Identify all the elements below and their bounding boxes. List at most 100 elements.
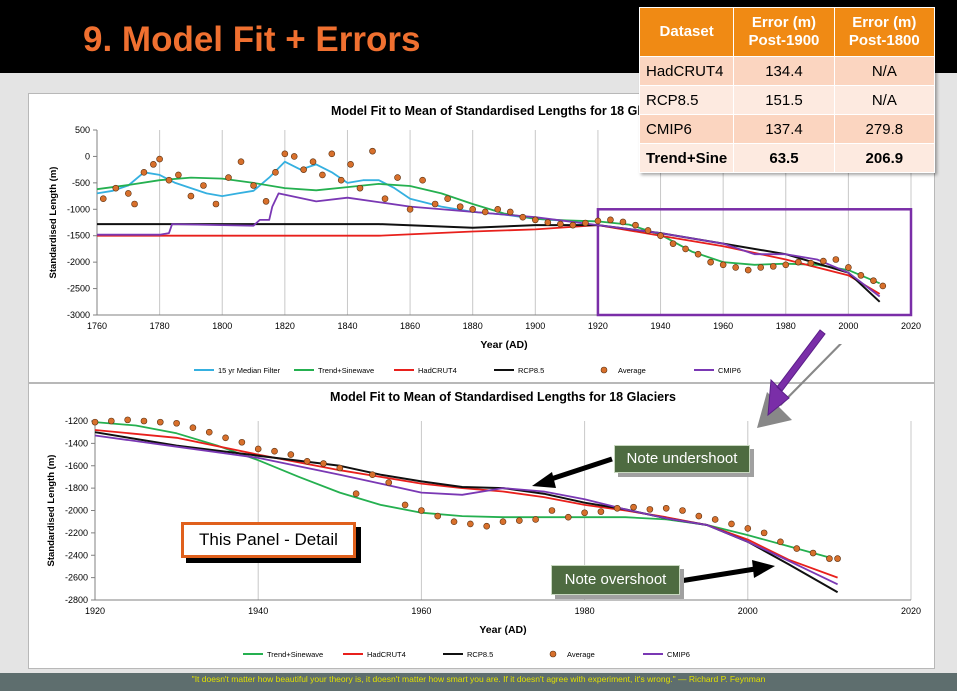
chart1-point-average (857, 272, 865, 279)
chart2-point-average (222, 434, 229, 442)
chart1-legend-marker (600, 366, 608, 374)
detail-panel-label: This Panel - Detail (181, 522, 356, 558)
chart2-point-average (532, 516, 539, 523)
chart1-point-average (394, 174, 401, 181)
chart1-point-average (381, 195, 389, 203)
chart2-legend-label: HadCRUT4 (367, 650, 406, 659)
chart1-point-average (582, 219, 589, 227)
chart2-point-average (679, 507, 686, 514)
chart2-x-tick-label: 1920 (85, 606, 105, 616)
chart2-point-average (124, 416, 131, 424)
chart2-point-average (711, 516, 719, 523)
cell-post1900: 151.5 (733, 85, 835, 115)
chart1-point-average (544, 219, 552, 226)
chart2-point-average (793, 545, 801, 552)
chart1-point-average (481, 208, 489, 216)
chart1-point-average (112, 184, 120, 192)
chart2-point-average (156, 418, 164, 426)
chart1-point-average (300, 166, 307, 173)
cell-dataset: Trend+Sine (638, 143, 735, 173)
chart2-point-average (254, 445, 262, 453)
chart2-point-average (450, 518, 458, 525)
chart2-legend-label: Average (567, 650, 595, 659)
chart2-point-average (320, 460, 327, 467)
chart1-point-average (732, 264, 739, 271)
chart1-legend-item: CMIP6 (694, 366, 741, 375)
note-overshoot-callout: Note overshoot (551, 565, 680, 595)
chart1-point-average (444, 195, 451, 203)
chart1-point-average (569, 221, 577, 229)
chart1-point-average (369, 147, 376, 155)
chart1-x-tick-label: 1860 (400, 321, 420, 331)
chart1-legend-label: 15 yr Median Filter (218, 366, 281, 375)
chart1-legend-label: Trend+Sinewave (318, 366, 374, 375)
chart2-y-tick-label: -2600 (65, 573, 88, 583)
chart1-point-average (769, 263, 777, 270)
chart1-point-average (820, 257, 827, 265)
chart1-point-average (272, 168, 279, 176)
chart2-point-average (352, 490, 360, 498)
chart1-point-average (557, 220, 564, 228)
cell-dataset: CMIP6 (638, 114, 735, 144)
chart1-point-average (456, 203, 464, 210)
chart2-point-average (434, 512, 442, 520)
chart1-point-average (187, 192, 195, 200)
chart1-x-tick-label: 2020 (901, 321, 921, 331)
chart2-y-tick-label: -2800 (65, 595, 88, 605)
table-row: RCP8.5 151.5 N/A (638, 85, 936, 115)
chart2-x-tick-label: 1980 (575, 606, 595, 616)
chart1-point-average (225, 174, 232, 181)
chart1-legend-item: HadCRUT4 (394, 366, 457, 375)
chart2-point-average (238, 438, 246, 446)
chart2-point-average (369, 471, 376, 478)
chart2-point-average (744, 525, 752, 532)
chart1-point-average (131, 200, 138, 208)
chart2-point-average (695, 512, 703, 520)
chart2-legend-item: HadCRUT4 (343, 650, 406, 659)
chart2-point-average (271, 447, 278, 455)
chart2-point-average (516, 517, 523, 524)
chart1-y-tick-label: -1000 (67, 204, 90, 214)
cell-post1800: 206.9 (833, 143, 936, 173)
chart2-point-average (809, 549, 817, 557)
chart1-point-average (607, 216, 614, 224)
cell-post1800: 279.8 (833, 114, 936, 144)
chart2-point-average (728, 520, 735, 528)
chart1-point-average (99, 195, 107, 203)
chart1-y-tick-label: -1500 (67, 231, 90, 241)
chart1-point-average (506, 208, 514, 216)
error-table-header: Dataset Error (m) Post-1900 Error (m) Po… (638, 7, 936, 57)
chart2-x-axis-label: Year (AD) (479, 624, 526, 636)
chart1-point-average (594, 217, 602, 225)
cell-post1800: N/A (833, 56, 936, 86)
chart2-legend-label: Trend+Sinewave (267, 650, 323, 659)
chart2-legend-item: CMIP6 (643, 650, 690, 659)
chart1-point-average (290, 153, 298, 160)
chart1-point-average (125, 190, 132, 197)
chart2-point-average (385, 479, 393, 486)
header-post1800: Error (m) Post-1800 (833, 7, 936, 57)
chart2-y-tick-label: -2200 (65, 528, 88, 538)
chart2-series-cmip6 (94, 434, 838, 586)
chart1-legend-item: Trend+Sinewave (294, 366, 374, 375)
chart1-y-tick-label: -500 (72, 178, 90, 188)
chart1-y-tick-label: -3000 (67, 310, 90, 320)
chart1-point-average (682, 245, 689, 253)
chart1-legend-item: Average (600, 366, 646, 375)
cell-post1900: 134.4 (733, 56, 835, 86)
table-row: CMIP6 137.4 279.8 (638, 114, 936, 144)
chart1-legend-label: Average (618, 366, 646, 375)
chart1-point-average (347, 161, 354, 168)
chart2-point-average (646, 506, 654, 513)
chart2-legend-item: Average (549, 650, 595, 659)
chart2-legend-label: CMIP6 (667, 650, 690, 659)
chart1-x-tick-label: 1840 (337, 321, 357, 331)
chart2-point-average (483, 522, 490, 530)
chart1-x-tick-label: 1800 (212, 321, 232, 331)
chart2-point-average (173, 419, 180, 427)
chart1-point-average (845, 264, 852, 271)
chart2-y-tick-label: -1400 (65, 438, 88, 448)
chart2-y-tick-label: -2000 (65, 506, 88, 516)
chart2-x-tick-label: 2020 (901, 606, 921, 616)
chart2-point-average (205, 428, 213, 436)
